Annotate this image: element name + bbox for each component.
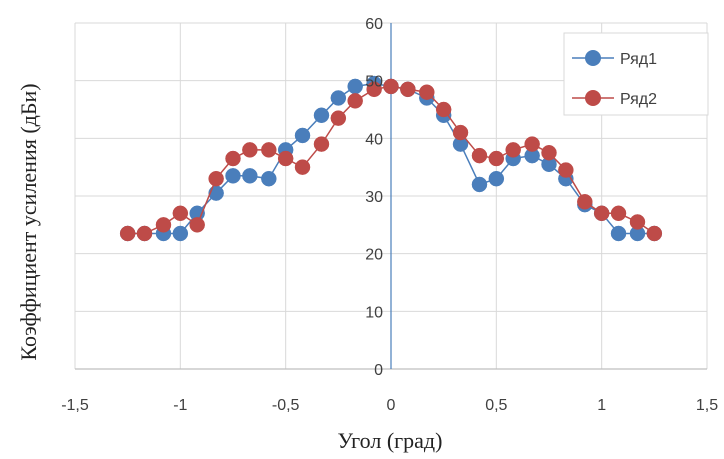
x-tick-label: -0,5: [272, 397, 300, 414]
y-tick-label: 20: [365, 247, 383, 264]
legend-label-ryad2: Ряд2: [620, 91, 657, 108]
data-point: [383, 78, 399, 95]
data-point: [471, 176, 488, 193]
data-point: [400, 81, 416, 98]
data-point: [452, 124, 469, 141]
data-point: [488, 170, 505, 187]
data-point: [435, 101, 452, 118]
data-point: [330, 110, 347, 126]
x-tick-label: -1,5: [61, 397, 89, 414]
y-tick-label: 0: [374, 362, 383, 379]
data-point: [225, 150, 241, 167]
data-point: [330, 90, 347, 106]
data-point: [347, 93, 363, 109]
data-point: [488, 150, 505, 167]
legend-marker-ryad1: [585, 50, 601, 66]
x-tick-label: 0,5: [485, 397, 507, 414]
data-point: [577, 194, 593, 210]
data-point: [277, 150, 294, 167]
legend-label-ryad1: Ряд1: [620, 51, 657, 68]
data-point: [208, 170, 224, 187]
y-tick-label: 10: [365, 304, 383, 321]
data-point: [593, 205, 610, 222]
data-point: [225, 168, 241, 184]
x-tick-label: 1: [597, 397, 606, 414]
legend-marker-ryad2: [585, 90, 601, 106]
data-point: [261, 142, 277, 158]
y-axis-title: Коэффициент усиления (дБи): [16, 83, 41, 360]
data-point: [419, 84, 435, 100]
data-point: [366, 81, 382, 98]
data-point: [136, 225, 153, 242]
data-point: [646, 225, 663, 242]
data-point: [155, 217, 172, 233]
data-point: [541, 145, 557, 161]
data-point: [610, 225, 627, 242]
data-point: [242, 168, 258, 184]
data-point: [242, 142, 258, 158]
data-point: [294, 127, 311, 144]
data-point: [471, 147, 488, 164]
x-tick-label: 0: [387, 397, 396, 414]
series-layer: [119, 75, 663, 242]
data-point: [610, 205, 627, 222]
data-point: [119, 225, 136, 242]
data-point: [347, 78, 363, 95]
data-point: [261, 170, 277, 187]
data-point: [505, 142, 521, 158]
y-tick-label: 40: [365, 131, 383, 148]
y-tick-label: 60: [365, 16, 383, 33]
legend: Ряд1 Ряд2: [563, 32, 709, 116]
data-point: [189, 217, 205, 233]
x-axis-title: Угол (град): [338, 428, 443, 453]
data-point: [294, 159, 311, 175]
data-point: [313, 136, 330, 152]
data-point: [558, 162, 574, 178]
y-tick-label: 50: [365, 74, 383, 91]
tick-labels: -1,5 -1 -0,5 0 0,5 1 1,5 0 10 20 30 40 50 60: [61, 16, 718, 414]
x-tick-label: -1: [173, 397, 187, 414]
y-tick-label: 30: [365, 189, 383, 206]
series-2: [119, 78, 663, 242]
data-point: [524, 136, 540, 152]
data-point: [629, 214, 646, 230]
data-point: [172, 225, 189, 242]
data-point: [172, 205, 189, 222]
x-tick-label: 1,5: [696, 397, 718, 414]
data-point: [313, 107, 330, 124]
